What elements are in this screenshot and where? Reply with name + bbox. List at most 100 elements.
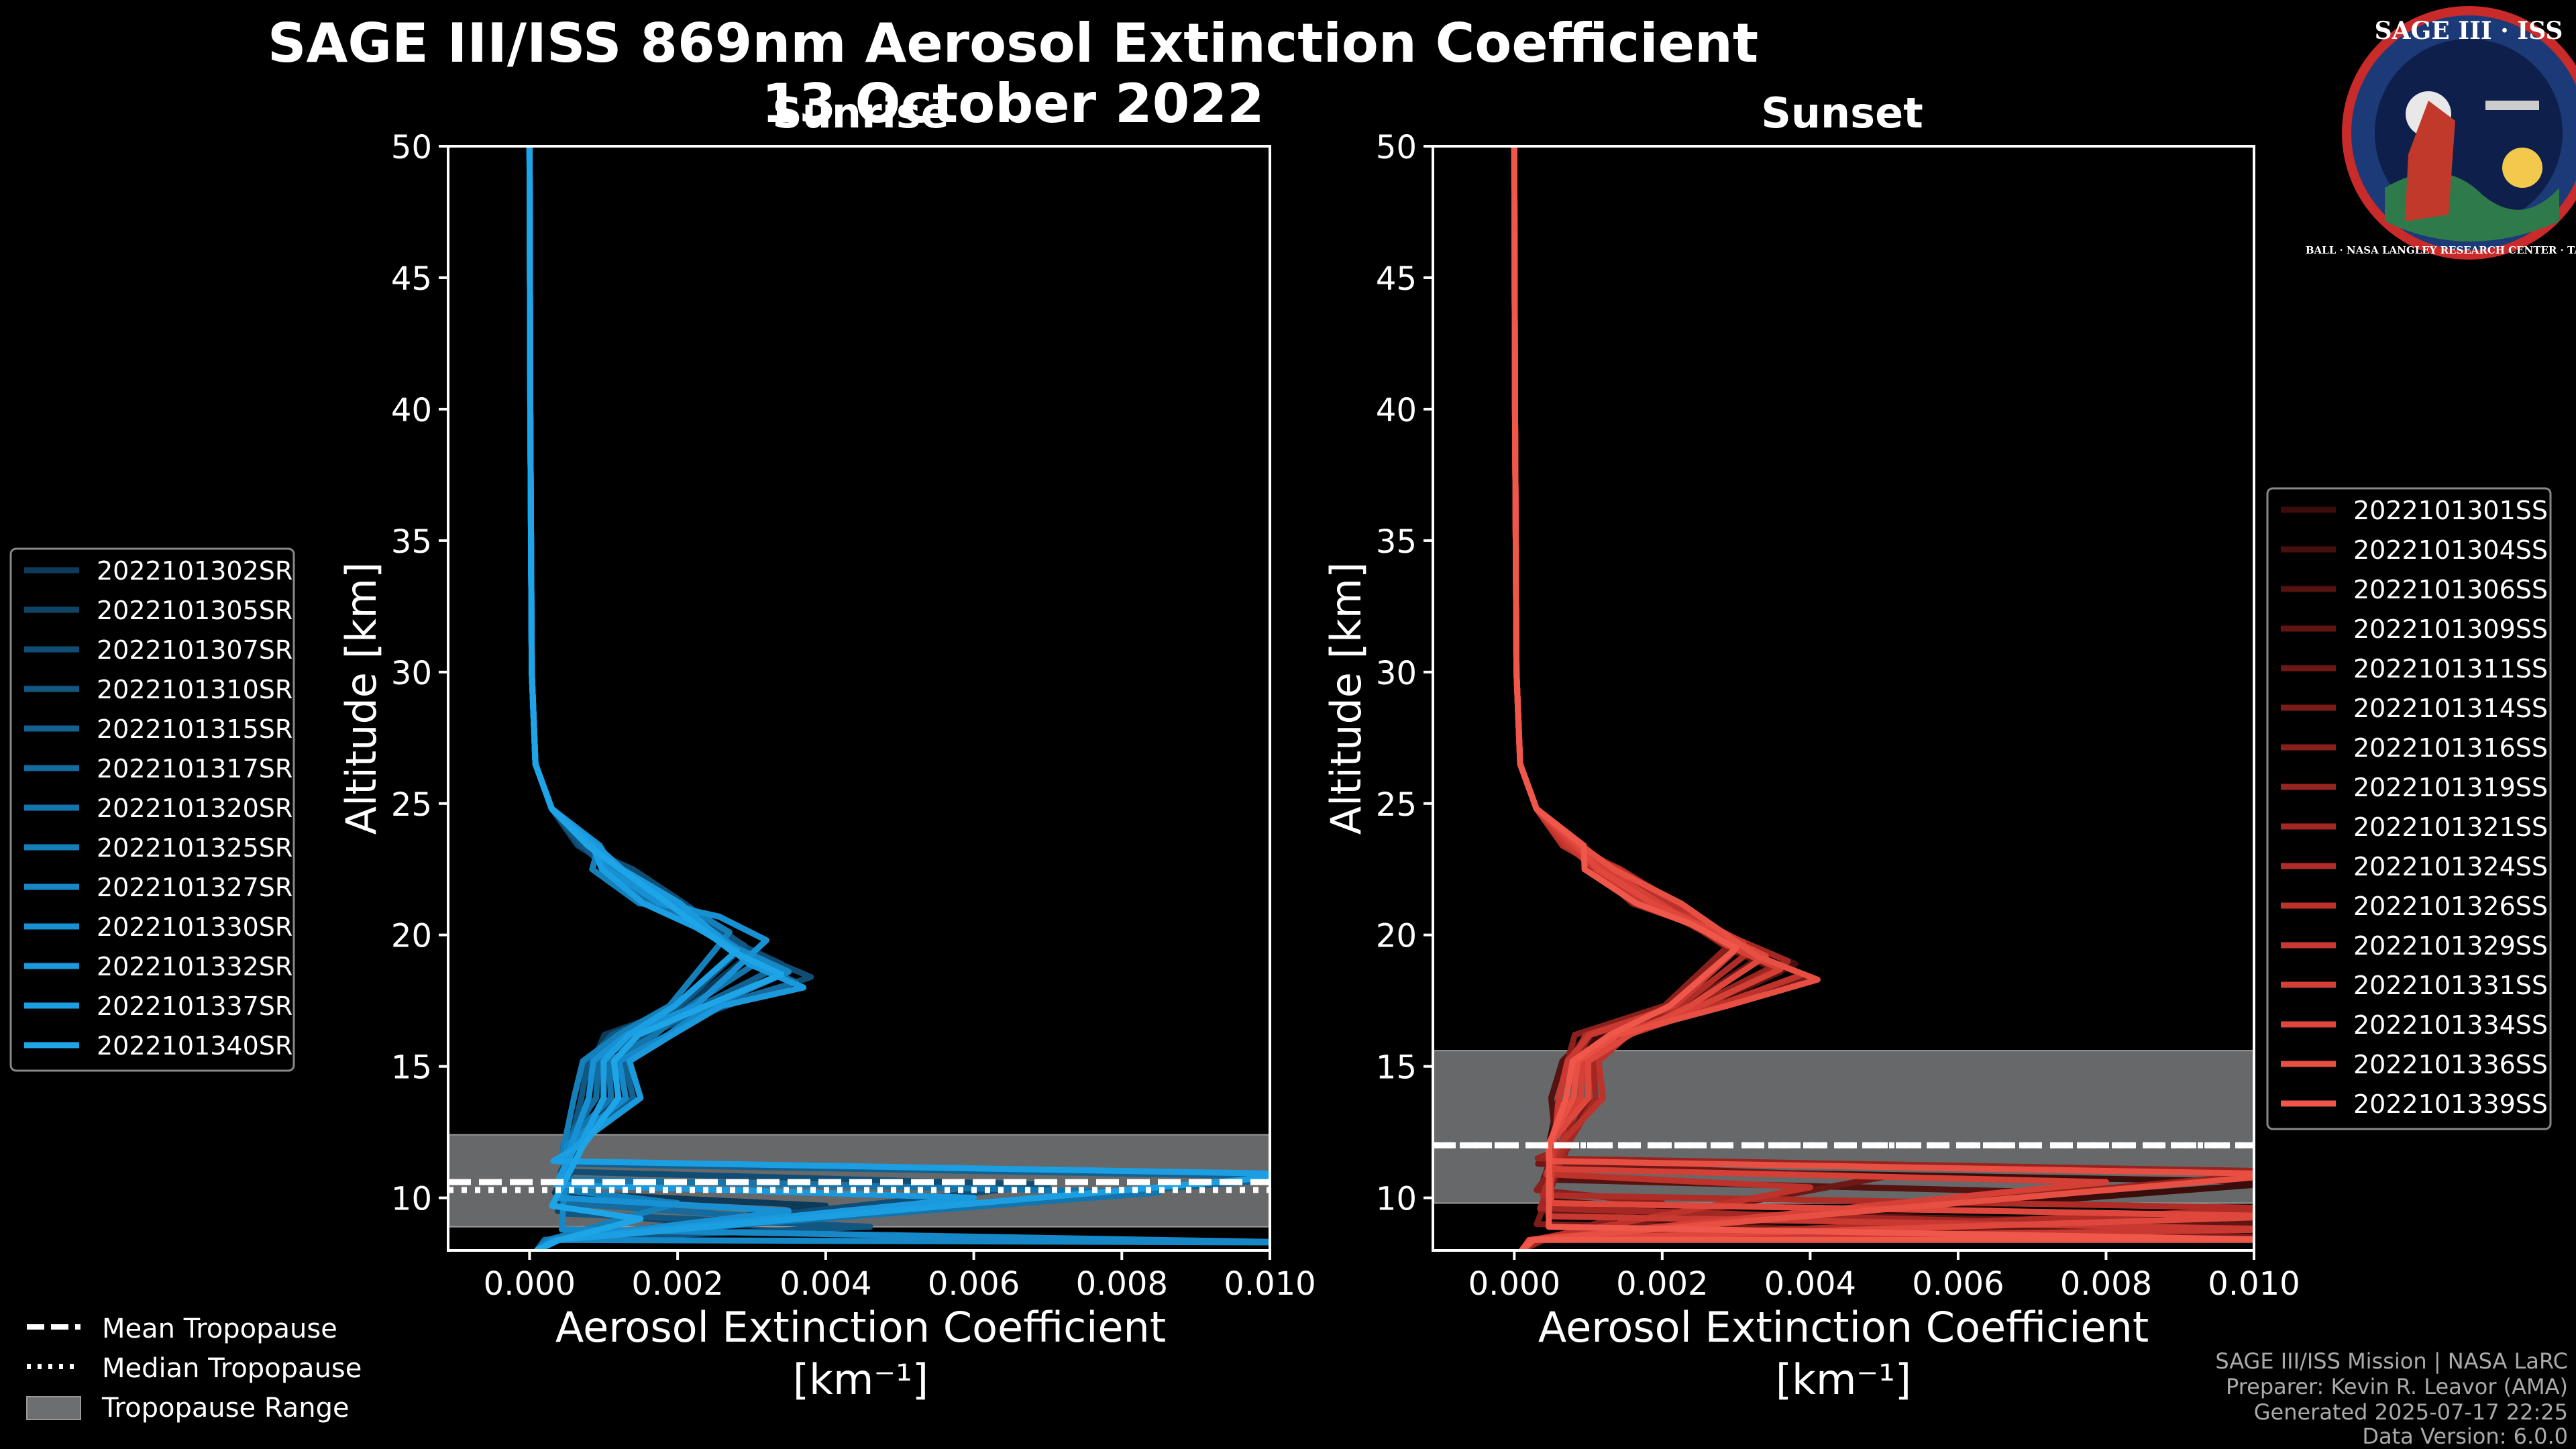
sunset-legend-label: 2022101319SS — [2353, 773, 2548, 802]
sunrise-legend-label: 2022101327SR — [97, 873, 292, 902]
sunrise-plot-frame — [447, 145, 1271, 1252]
sunset-ytick-label: 40 — [1376, 392, 1417, 429]
sunset-legend-label: 2022101316SS — [2353, 733, 2548, 763]
sunrise-ytick-label: 30 — [391, 655, 432, 692]
sunrise-legend-label: 2022101330SR — [97, 912, 292, 942]
sunset-profiles — [1511, 146, 2254, 1250]
footer: SAGE III/ISS Mission | NASA LaRC Prepare… — [2215, 1348, 2568, 1449]
sunset-ytick-label: 15 — [1376, 1049, 1417, 1087]
sunset-legend-label: 2022101339SS — [2353, 1089, 2548, 1119]
sunrise-legend-label: 2022101317SR — [97, 754, 292, 784]
sunrise-legend-label: 2022101302SR — [97, 556, 292, 586]
figure-subtitle-date: 13 October 2022 — [761, 72, 1264, 135]
sunrise-xtick-label: 0.008 — [1076, 1265, 1168, 1303]
sunrise-ytick-label: 45 — [391, 260, 432, 298]
sunrise-axes: 10 15 20 25 30 35 40 45 50 0.000 0.002 0.004 0.006 0.… — [391, 129, 1316, 1303]
sunrise-ytick-label: 50 — [391, 129, 432, 166]
sunrise-xtick-label: 0.006 — [928, 1265, 1020, 1303]
sunset-legend-label: 2022101314SS — [2353, 694, 2548, 723]
sunrise-ytick-label: 10 — [391, 1181, 432, 1218]
sunset-legend-label: 2022101309SS — [2353, 614, 2548, 644]
sunrise-xtick-label: 0.010 — [1224, 1265, 1316, 1303]
sunset-panel: 10 15 20 25 30 35 40 45 50 0.000 0.002 0.004 0.006 0.… — [1322, 129, 2300, 1404]
footer-generated: Generated 2025-07-17 22:25 — [2254, 1399, 2568, 1425]
sunset-legend-label: 2022101331SS — [2353, 971, 2548, 1000]
sunset-legend-label: 2022101326SS — [2353, 892, 2548, 921]
sunrise-ytick-label: 20 — [391, 918, 432, 955]
sunset-legend-label: 2022101329SS — [2353, 931, 2548, 961]
sage-iii-iss-logo: SAGE III · ISS BALL · NASA LANGLEY RESEA… — [2306, 6, 2576, 260]
tropopause-range-label: Tropopause Range — [101, 1393, 350, 1424]
footer-data-version: Data Version: 6.0.0 — [2362, 1424, 2568, 1449]
footer-preparer: Preparer: Kevin R. Leavor (AMA) — [2226, 1374, 2568, 1399]
sunrise-profiles — [526, 146, 1270, 1250]
sunset-legend-label: 2022101334SS — [2353, 1010, 2548, 1040]
sunset-legend-label: 2022101324SS — [2353, 852, 2548, 881]
mean-tropopause-label: Mean Tropopause — [102, 1313, 337, 1344]
sunset-plot-frame — [1432, 145, 2255, 1252]
sunrise-xtick-label: 0.002 — [631, 1265, 723, 1303]
logo-station — [2485, 101, 2539, 110]
sunrise-legend-label: 2022101310SR — [97, 675, 292, 704]
sunset-ytick-label: 30 — [1376, 655, 1417, 692]
sunset-ytick-label: 45 — [1376, 260, 1417, 298]
figure-title: SAGE III/ISS 869nm Aerosol Extinction Co… — [268, 12, 1758, 74]
sunrise-legend-box — [9, 547, 295, 1072]
sunrise-panel-title: Sunrise — [772, 89, 949, 138]
sunrise-ytick-label: 15 — [391, 1049, 432, 1087]
sunset-ytick-label: 50 — [1376, 129, 1417, 166]
sunrise-xtick-label: 0.000 — [484, 1265, 576, 1303]
sunset-legend-label: 2022101301SS — [2353, 496, 2548, 525]
sunrise-profile-2022101340SR — [526, 146, 785, 1250]
sunrise-ytick-label: 25 — [391, 786, 432, 824]
sunset-legend-label: 2022101306SS — [2353, 575, 2548, 604]
sunset-ylabel: Altitude [km] — [1322, 562, 1371, 835]
sunset-xunit: [km⁻¹] — [1776, 1355, 1911, 1404]
sunset-panel-title: Sunset — [1761, 89, 1923, 138]
sunrise-ylabel: Altitude [km] — [337, 562, 386, 835]
sunrise-plot-area — [448, 146, 1270, 1250]
sunset-xtick-label: 0.004 — [1764, 1265, 1856, 1303]
tropopause-range-swatch — [26, 1396, 81, 1420]
sunset-xtick-label: 0.010 — [2208, 1265, 2300, 1303]
sunset-legend-label: 2022101304SS — [2353, 535, 2548, 565]
sunrise-xtick-label: 0.004 — [780, 1265, 871, 1303]
sunset-xlabel: Aerosol Extinction Coefficient — [1538, 1303, 2149, 1352]
sunset-legend: 2022101301SS 2022101304SS 2022101306SS 2022… — [2266, 487, 2552, 1130]
sunrise-tropopause-lines — [448, 1179, 1270, 1193]
sunset-ytick-label: 10 — [1376, 1181, 1417, 1218]
sunrise-legend-label: 2022101305SR — [97, 596, 292, 625]
sunrise-legend-label: 2022101325SR — [97, 833, 292, 863]
logo-ring-text: BALL · NASA LANGLEY RESEARCH CENTER · TA… — [2306, 244, 2576, 256]
sunset-xtick-label: 0.006 — [1912, 1265, 2004, 1303]
tropopause-legend: Mean Tropopause Median Tropopause Tropop… — [26, 1313, 362, 1424]
sunrise-legend: 2022101302SR 2022101305SR 2022101307SR 2022… — [9, 547, 295, 1072]
sunset-ytick-label: 20 — [1376, 918, 1417, 955]
sunset-legend-box — [2266, 487, 2552, 1130]
sunset-legend-label: 2022101311SS — [2353, 654, 2548, 684]
sunrise-legend-label: 2022101307SR — [97, 635, 292, 665]
sunrise-ytick-label: 40 — [391, 392, 432, 429]
logo-sun — [2502, 148, 2542, 188]
sunset-legend-label: 2022101336SS — [2353, 1050, 2548, 1079]
sunset-xtick-label: 0.000 — [1468, 1265, 1560, 1303]
logo-text: SAGE III · ISS — [2375, 17, 2563, 45]
sunrise-legend-label: 2022101332SR — [97, 952, 292, 981]
sunrise-legend-label: 2022101315SR — [97, 714, 292, 744]
sunrise-legend-label: 2022101337SR — [97, 991, 292, 1021]
logo-figure-robe — [2405, 101, 2455, 221]
sunrise-panel: 10 15 20 25 30 35 40 45 50 0.000 0.002 0.004 0.006 0.… — [337, 129, 1316, 1404]
sunset-profile-2022101339SS — [1511, 146, 2254, 1250]
sunset-axes: 10 15 20 25 30 35 40 45 50 0.000 0.002 0.004 0.006 0.… — [1376, 129, 2300, 1303]
sunrise-xunit: [km⁻¹] — [793, 1355, 928, 1404]
sunset-ytick-label: 35 — [1376, 523, 1417, 561]
sunset-ytick-label: 25 — [1376, 786, 1417, 824]
sunset-xtick-label: 0.008 — [2060, 1265, 2152, 1303]
footer-mission: SAGE III/ISS Mission | NASA LaRC — [2215, 1348, 2568, 1374]
sunrise-ytick-label: 35 — [391, 523, 432, 561]
sunrise-xlabel: Aerosol Extinction Coefficient — [555, 1303, 1166, 1352]
sunset-legend-label: 2022101321SS — [2353, 812, 2548, 842]
sunset-xtick-label: 0.002 — [1616, 1265, 1708, 1303]
median-tropopause-label: Median Tropopause — [102, 1353, 362, 1384]
